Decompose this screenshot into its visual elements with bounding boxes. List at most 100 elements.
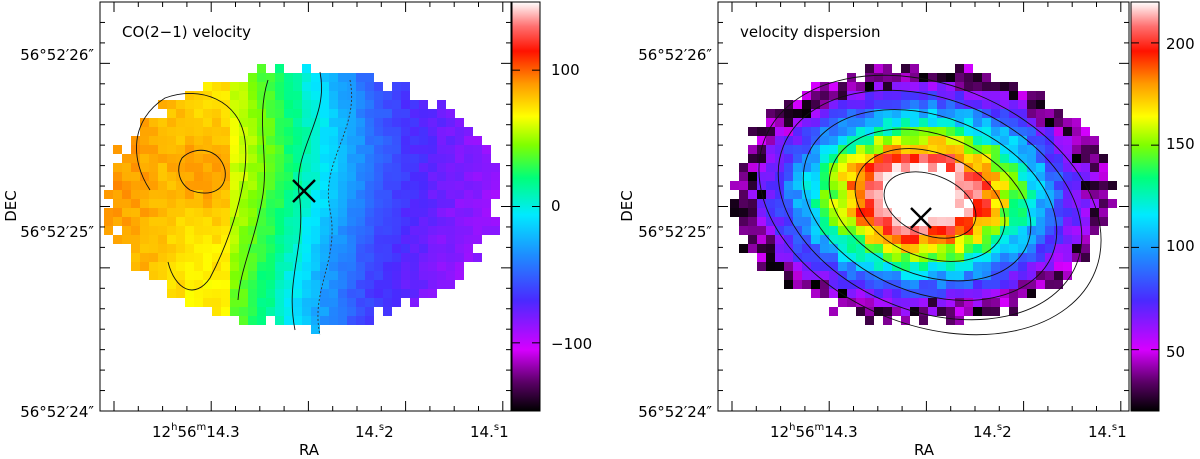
map-pixel <box>329 154 338 163</box>
map-pixel <box>811 163 820 172</box>
map-pixel <box>928 136 937 145</box>
map-pixel <box>919 118 928 127</box>
map-pixel <box>1027 217 1036 226</box>
map-pixel <box>1090 226 1099 235</box>
map-pixel <box>491 190 500 199</box>
map-pixel <box>455 190 464 199</box>
map-pixel <box>284 100 293 109</box>
map-pixel <box>838 271 847 280</box>
map-pixel <box>775 118 784 127</box>
map-pixel <box>856 253 865 262</box>
map-pixel <box>901 235 910 244</box>
map-pixel <box>847 235 856 244</box>
map-pixel <box>392 82 401 91</box>
map-pixel <box>775 208 784 217</box>
map-pixel <box>766 226 775 235</box>
map-pixel <box>847 217 856 226</box>
map-pixel <box>964 208 973 217</box>
map-pixel <box>284 145 293 154</box>
map-pixel <box>946 262 955 271</box>
map-pixel <box>1063 226 1072 235</box>
map-pixel <box>1036 217 1045 226</box>
map-pixel <box>320 145 329 154</box>
map-pixel <box>1036 208 1045 217</box>
map-pixel <box>1072 127 1081 136</box>
map-pixel <box>793 172 802 181</box>
map-pixel <box>338 82 347 91</box>
map-pixel <box>1000 235 1009 244</box>
map-pixel <box>901 271 910 280</box>
map-pixel <box>1063 244 1072 253</box>
map-pixel <box>946 145 955 154</box>
map-pixel <box>302 145 311 154</box>
map-pixel <box>374 253 383 262</box>
map-pixel <box>167 208 176 217</box>
map-pixel <box>1099 208 1108 217</box>
map-pixel <box>392 271 401 280</box>
map-pixel <box>212 226 221 235</box>
map-pixel <box>973 307 982 316</box>
map-pixel <box>230 100 239 109</box>
map-pixel <box>793 217 802 226</box>
map-pixel <box>973 109 982 118</box>
map-pixel <box>401 280 410 289</box>
map-pixel <box>311 226 320 235</box>
map-pixel <box>365 73 374 82</box>
map-pixel <box>455 217 464 226</box>
map-pixel <box>203 127 212 136</box>
map-pixel <box>820 226 829 235</box>
map-pixel <box>446 154 455 163</box>
map-pixel <box>410 298 419 307</box>
map-pixel <box>991 208 1000 217</box>
map-pixel <box>365 136 374 145</box>
map-pixel <box>329 316 338 325</box>
map-pixel <box>946 253 955 262</box>
map-pixel <box>446 217 455 226</box>
map-pixel <box>194 154 203 163</box>
map-pixel <box>248 109 257 118</box>
map-pixel <box>311 109 320 118</box>
map-pixel <box>1018 208 1027 217</box>
map-pixel <box>1009 253 1018 262</box>
map-pixel <box>847 271 856 280</box>
map-pixel <box>793 190 802 199</box>
map-pixel <box>847 244 856 253</box>
map-pixel <box>946 181 955 190</box>
map-pixel <box>1036 91 1045 100</box>
map-pixel <box>1054 154 1063 163</box>
map-pixel <box>374 91 383 100</box>
map-pixel <box>1099 199 1108 208</box>
map-pixel <box>829 136 838 145</box>
dispersion-map <box>730 64 1117 325</box>
map-pixel <box>910 262 919 271</box>
map-pixel <box>338 163 347 172</box>
map-pixel <box>419 145 428 154</box>
map-pixel <box>1099 217 1108 226</box>
map-pixel <box>419 244 428 253</box>
map-pixel <box>356 82 365 91</box>
map-pixel <box>158 199 167 208</box>
map-pixel <box>383 172 392 181</box>
map-pixel <box>739 199 748 208</box>
map-pixel <box>955 127 964 136</box>
map-pixel <box>838 208 847 217</box>
map-pixel <box>320 163 329 172</box>
map-pixel <box>1018 109 1027 118</box>
map-pixel <box>329 145 338 154</box>
map-pixel <box>185 271 194 280</box>
map-pixel <box>293 280 302 289</box>
map-pixel <box>1090 217 1099 226</box>
map-pixel <box>194 145 203 154</box>
map-pixel <box>838 100 847 109</box>
map-pixel <box>275 118 284 127</box>
map-pixel <box>221 181 230 190</box>
map-pixel <box>446 109 455 118</box>
map-pixel <box>428 244 437 253</box>
map-pixel <box>410 199 419 208</box>
map-pixel <box>802 253 811 262</box>
map-pixel <box>883 82 892 91</box>
map-pixel <box>185 154 194 163</box>
map-pixel <box>176 199 185 208</box>
map-pixel <box>338 154 347 163</box>
map-pixel <box>937 82 946 91</box>
